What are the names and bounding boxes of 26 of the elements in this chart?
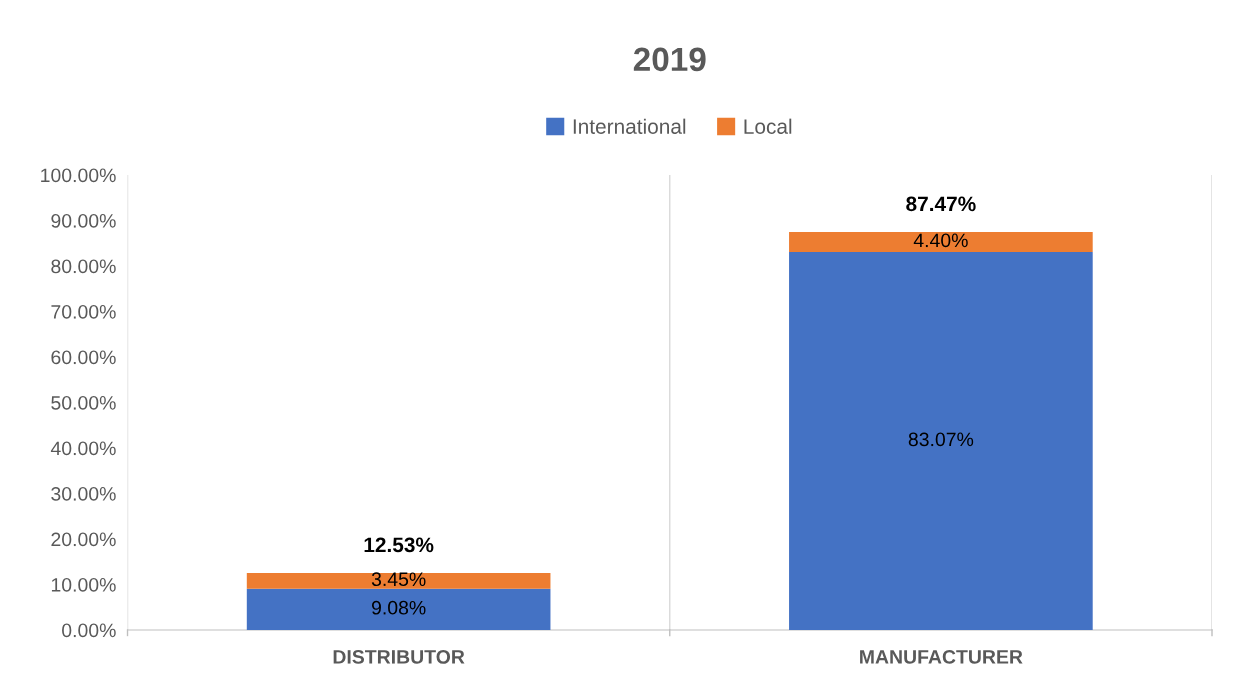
- y-tick-label: 20.00%: [51, 532, 116, 547]
- data-label: 4.40%: [913, 233, 968, 248]
- data-label: 9.08%: [371, 600, 426, 615]
- y-tick-label: 70.00%: [51, 304, 116, 319]
- data-label: 83.07%: [908, 432, 974, 447]
- y-tick-label: 40.00%: [50, 441, 116, 456]
- y-tick-label: 60.00%: [51, 350, 116, 365]
- x-tick-label: DISTRIBUTOR: [333, 649, 465, 664]
- y-tick-label: 50.00%: [51, 395, 116, 410]
- total-label: 87.47%: [906, 196, 976, 212]
- total-label: 12.53%: [364, 537, 434, 553]
- legend-label: International: [573, 118, 686, 134]
- y-tick-label: 10.00%: [51, 577, 116, 592]
- y-tick-label: 90.00%: [51, 213, 116, 228]
- y-tick-label: 100.00%: [41, 168, 116, 183]
- bar: [246, 573, 551, 589]
- y-tick-label: 0.00%: [62, 623, 116, 638]
- bar: [246, 588, 551, 631]
- bar: [789, 232, 1093, 253]
- x-tick-label: MANUFACTURER: [860, 649, 1023, 664]
- chart-title: 2019: [633, 47, 706, 72]
- legend-label: Local: [744, 118, 792, 134]
- data-label: 3.45%: [371, 572, 426, 587]
- bar: [789, 252, 1093, 631]
- y-tick-label: 80.00%: [51, 259, 116, 274]
- y-tick-label: 30.00%: [51, 486, 116, 501]
